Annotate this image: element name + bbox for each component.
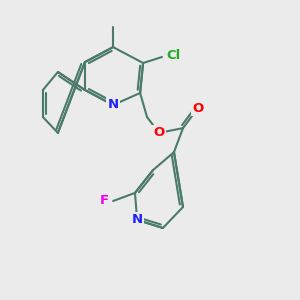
Text: N: N [131,213,143,226]
Text: F: F [100,194,109,208]
Text: N: N [107,98,119,112]
Text: O: O [153,126,165,140]
Text: Cl: Cl [167,49,181,62]
Text: O: O [192,101,204,115]
